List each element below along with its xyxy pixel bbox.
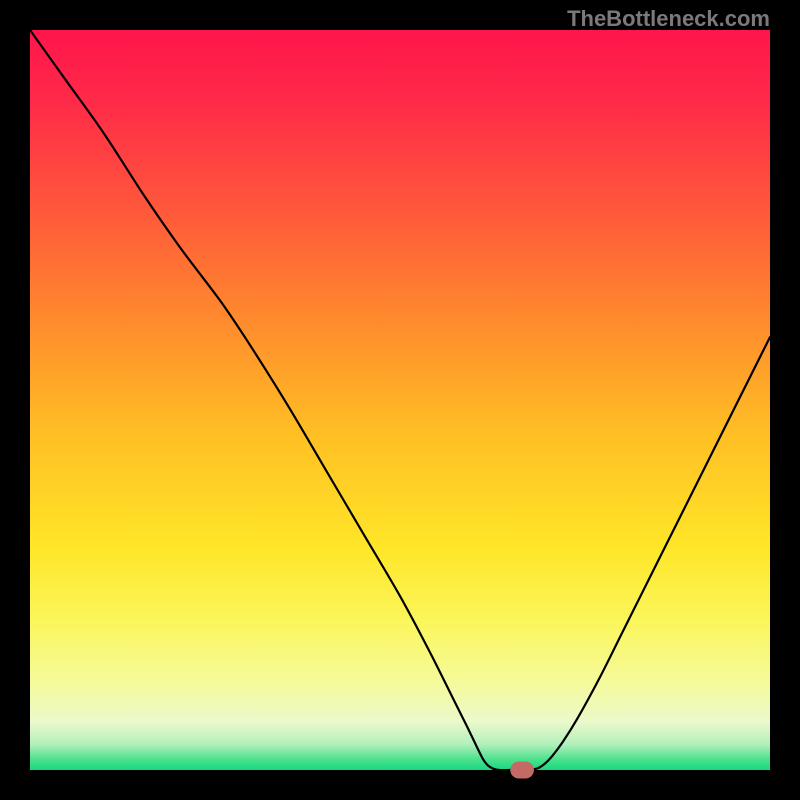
- optimum-marker: [510, 761, 534, 778]
- bottleneck-chart: [0, 0, 800, 800]
- watermark-text: TheBottleneck.com: [567, 6, 770, 32]
- chart-stage: TheBottleneck.com: [0, 0, 800, 800]
- plot-area-gradient: [30, 30, 770, 770]
